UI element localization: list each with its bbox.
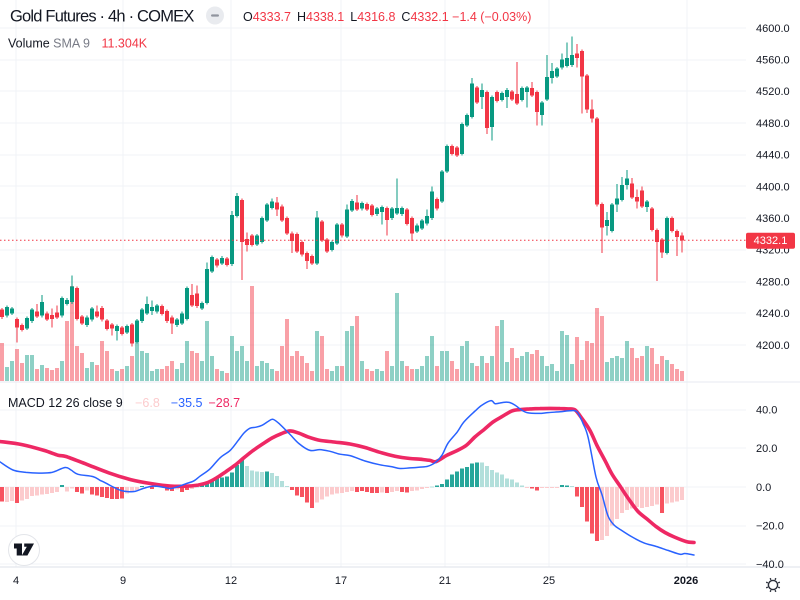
svg-text:4480.0: 4480.0	[756, 118, 790, 130]
svg-text:4280.0: 4280.0	[756, 276, 790, 288]
svg-text:4400.0: 4400.0	[756, 181, 790, 193]
svg-text:21: 21	[439, 575, 451, 587]
svg-text:2026: 2026	[674, 575, 698, 587]
svg-text:0.0: 0.0	[756, 482, 771, 494]
svg-text:4360.0: 4360.0	[756, 213, 790, 225]
svg-text:4240.0: 4240.0	[756, 308, 790, 320]
svg-text:4: 4	[13, 575, 19, 587]
svg-text:4560.0: 4560.0	[756, 55, 790, 67]
svg-text:4520.0: 4520.0	[756, 86, 790, 98]
svg-text:4200.0: 4200.0	[756, 340, 790, 352]
svg-text:9: 9	[120, 575, 126, 587]
svg-text:−40.0: −40.0	[756, 559, 784, 571]
svg-text:40.0: 40.0	[756, 405, 777, 417]
svg-text:Gold Futures · 4h · COMEX: Gold Futures · 4h · COMEX	[10, 8, 194, 26]
svg-text:4600.0: 4600.0	[756, 23, 790, 35]
svg-text:17: 17	[335, 575, 347, 587]
svg-text:MACD 12 26 close 9 −6.8−35.5−2: MACD 12 26 close 9 −6.8 −35.5 −28.7	[8, 396, 240, 410]
svg-text:−20.0: −20.0	[756, 520, 784, 532]
svg-text:25: 25	[543, 575, 555, 587]
svg-text:12: 12	[225, 575, 237, 587]
svg-text:20.0: 20.0	[756, 443, 777, 455]
svg-text:4332.1: 4332.1	[754, 235, 788, 247]
svg-text:Volume SMA 9 11.304K: Volume SMA 9 11.304K	[8, 37, 148, 51]
svg-text:4440.0: 4440.0	[756, 150, 790, 162]
